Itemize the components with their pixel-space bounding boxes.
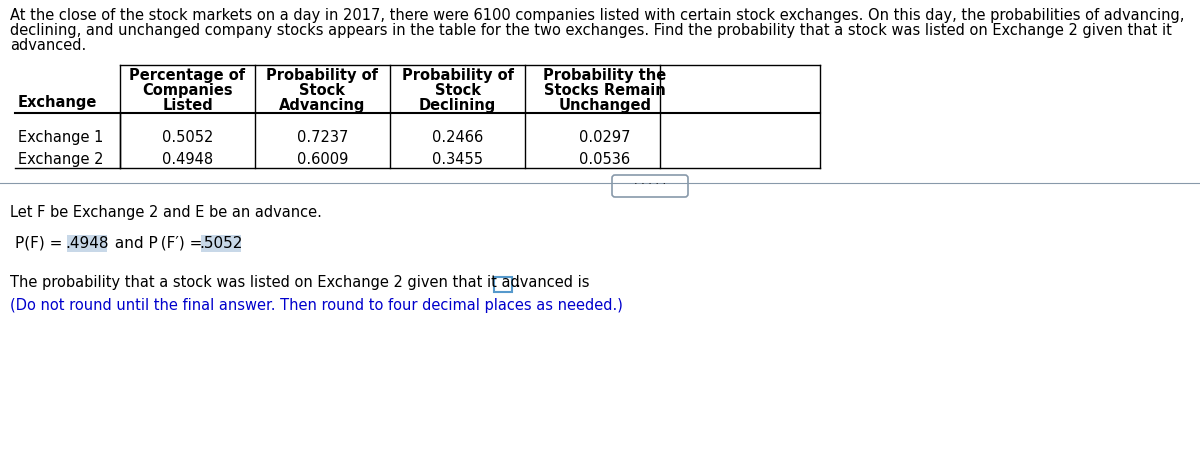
Text: declining, and unchanged company stocks appears in the table for the two exchang: declining, and unchanged company stocks … xyxy=(10,23,1172,38)
Text: Stock: Stock xyxy=(300,83,346,98)
Text: Advancing: Advancing xyxy=(280,98,366,113)
FancyBboxPatch shape xyxy=(494,277,512,292)
Text: Probability of: Probability of xyxy=(266,68,378,83)
Text: Probability the: Probability the xyxy=(544,68,667,83)
Text: Exchange 1: Exchange 1 xyxy=(18,130,103,145)
FancyBboxPatch shape xyxy=(612,175,688,197)
Text: 0.7237: 0.7237 xyxy=(296,130,348,145)
Text: Percentage of: Percentage of xyxy=(130,68,246,83)
Text: Exchange 2: Exchange 2 xyxy=(18,152,103,167)
Text: .: . xyxy=(515,275,520,290)
Text: and P (F′) =: and P (F′) = xyxy=(110,235,208,250)
FancyBboxPatch shape xyxy=(202,235,241,252)
Text: Companies: Companies xyxy=(142,83,233,98)
Text: Listed: Listed xyxy=(162,98,212,113)
Text: Exchange: Exchange xyxy=(18,95,97,110)
Text: Let F be Exchange 2 and E be an advance.: Let F be Exchange 2 and E be an advance. xyxy=(10,205,322,220)
Text: Stocks Remain: Stocks Remain xyxy=(544,83,666,98)
Text: 0.5052: 0.5052 xyxy=(162,130,214,145)
Text: .5052: .5052 xyxy=(199,236,242,251)
Text: Stock: Stock xyxy=(434,83,480,98)
Text: The probability that a stock was listed on Exchange 2 given that it advanced is: The probability that a stock was listed … xyxy=(10,275,589,290)
Text: 0.0297: 0.0297 xyxy=(580,130,631,145)
Text: advanced.: advanced. xyxy=(10,38,86,53)
Text: At the close of the stock markets on a day in 2017, there were 6100 companies li: At the close of the stock markets on a d… xyxy=(10,8,1184,23)
Text: 0.3455: 0.3455 xyxy=(432,152,482,167)
Text: Declining: Declining xyxy=(419,98,496,113)
Text: Probability of: Probability of xyxy=(402,68,514,83)
Text: 0.0536: 0.0536 xyxy=(580,152,630,167)
Text: P(F) =: P(F) = xyxy=(14,235,67,250)
Text: Unchanged: Unchanged xyxy=(558,98,652,113)
Text: · · · · ·: · · · · · xyxy=(634,179,666,189)
Text: 0.6009: 0.6009 xyxy=(296,152,348,167)
FancyBboxPatch shape xyxy=(67,235,107,252)
Text: .4948: .4948 xyxy=(65,236,109,251)
Text: (Do not round until the final answer. Then round to four decimal places as neede: (Do not round until the final answer. Th… xyxy=(10,298,623,313)
Text: 0.2466: 0.2466 xyxy=(432,130,484,145)
Text: 0.4948: 0.4948 xyxy=(162,152,214,167)
